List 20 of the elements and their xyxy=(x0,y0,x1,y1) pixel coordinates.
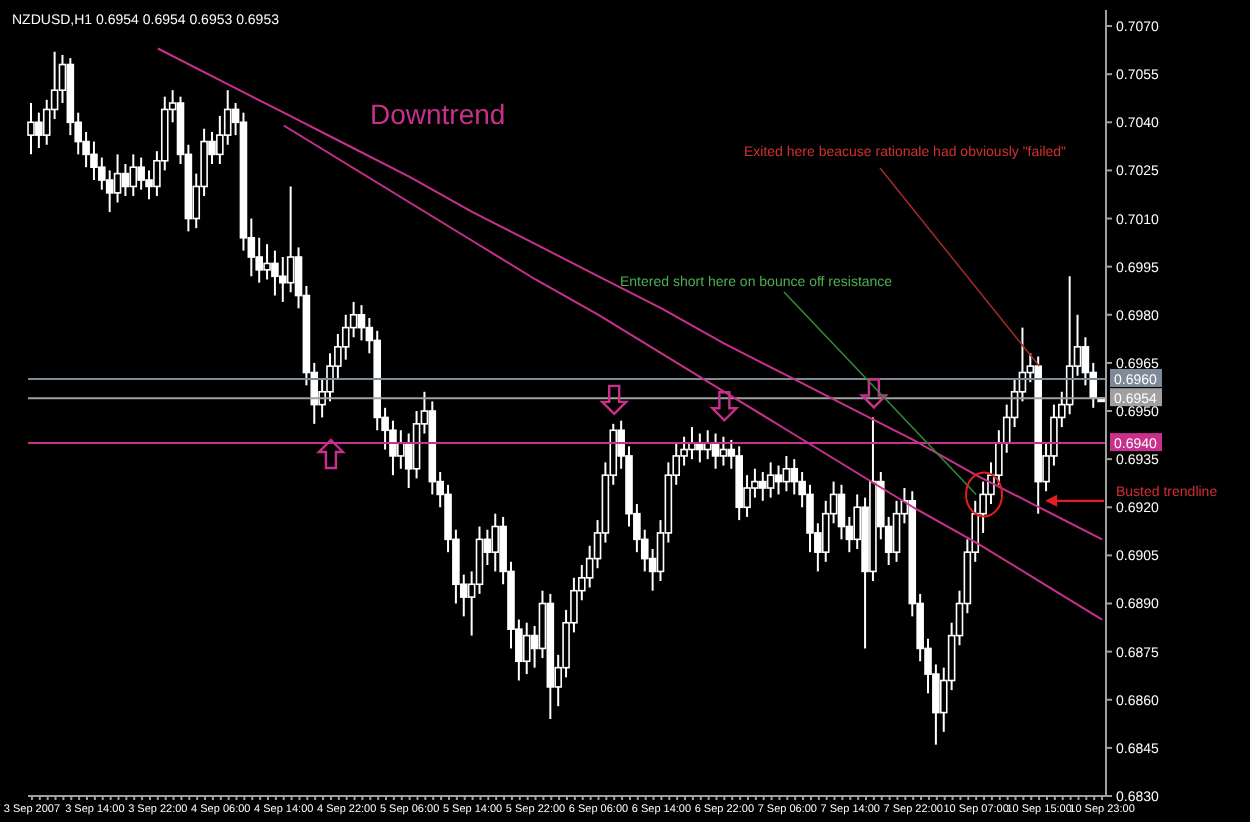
candlestick xyxy=(522,621,531,676)
candlestick xyxy=(774,464,783,496)
candlestick xyxy=(719,435,728,467)
candlestick xyxy=(279,256,287,303)
candlestick xyxy=(121,162,130,198)
candlestick xyxy=(90,140,98,182)
candlestick xyxy=(263,243,271,281)
annotation: Downtrend xyxy=(370,98,506,130)
candlestick xyxy=(137,156,145,191)
candlestick xyxy=(758,470,767,502)
candlestick xyxy=(27,102,35,156)
candlestick xyxy=(491,512,500,573)
candlestick xyxy=(271,249,279,297)
candlestick xyxy=(35,111,43,149)
candlestick xyxy=(129,153,138,198)
candlestick xyxy=(286,185,295,294)
candlestick xyxy=(113,153,122,204)
candlestick xyxy=(782,454,791,493)
candlestick xyxy=(766,461,775,499)
candlestick xyxy=(397,429,405,470)
